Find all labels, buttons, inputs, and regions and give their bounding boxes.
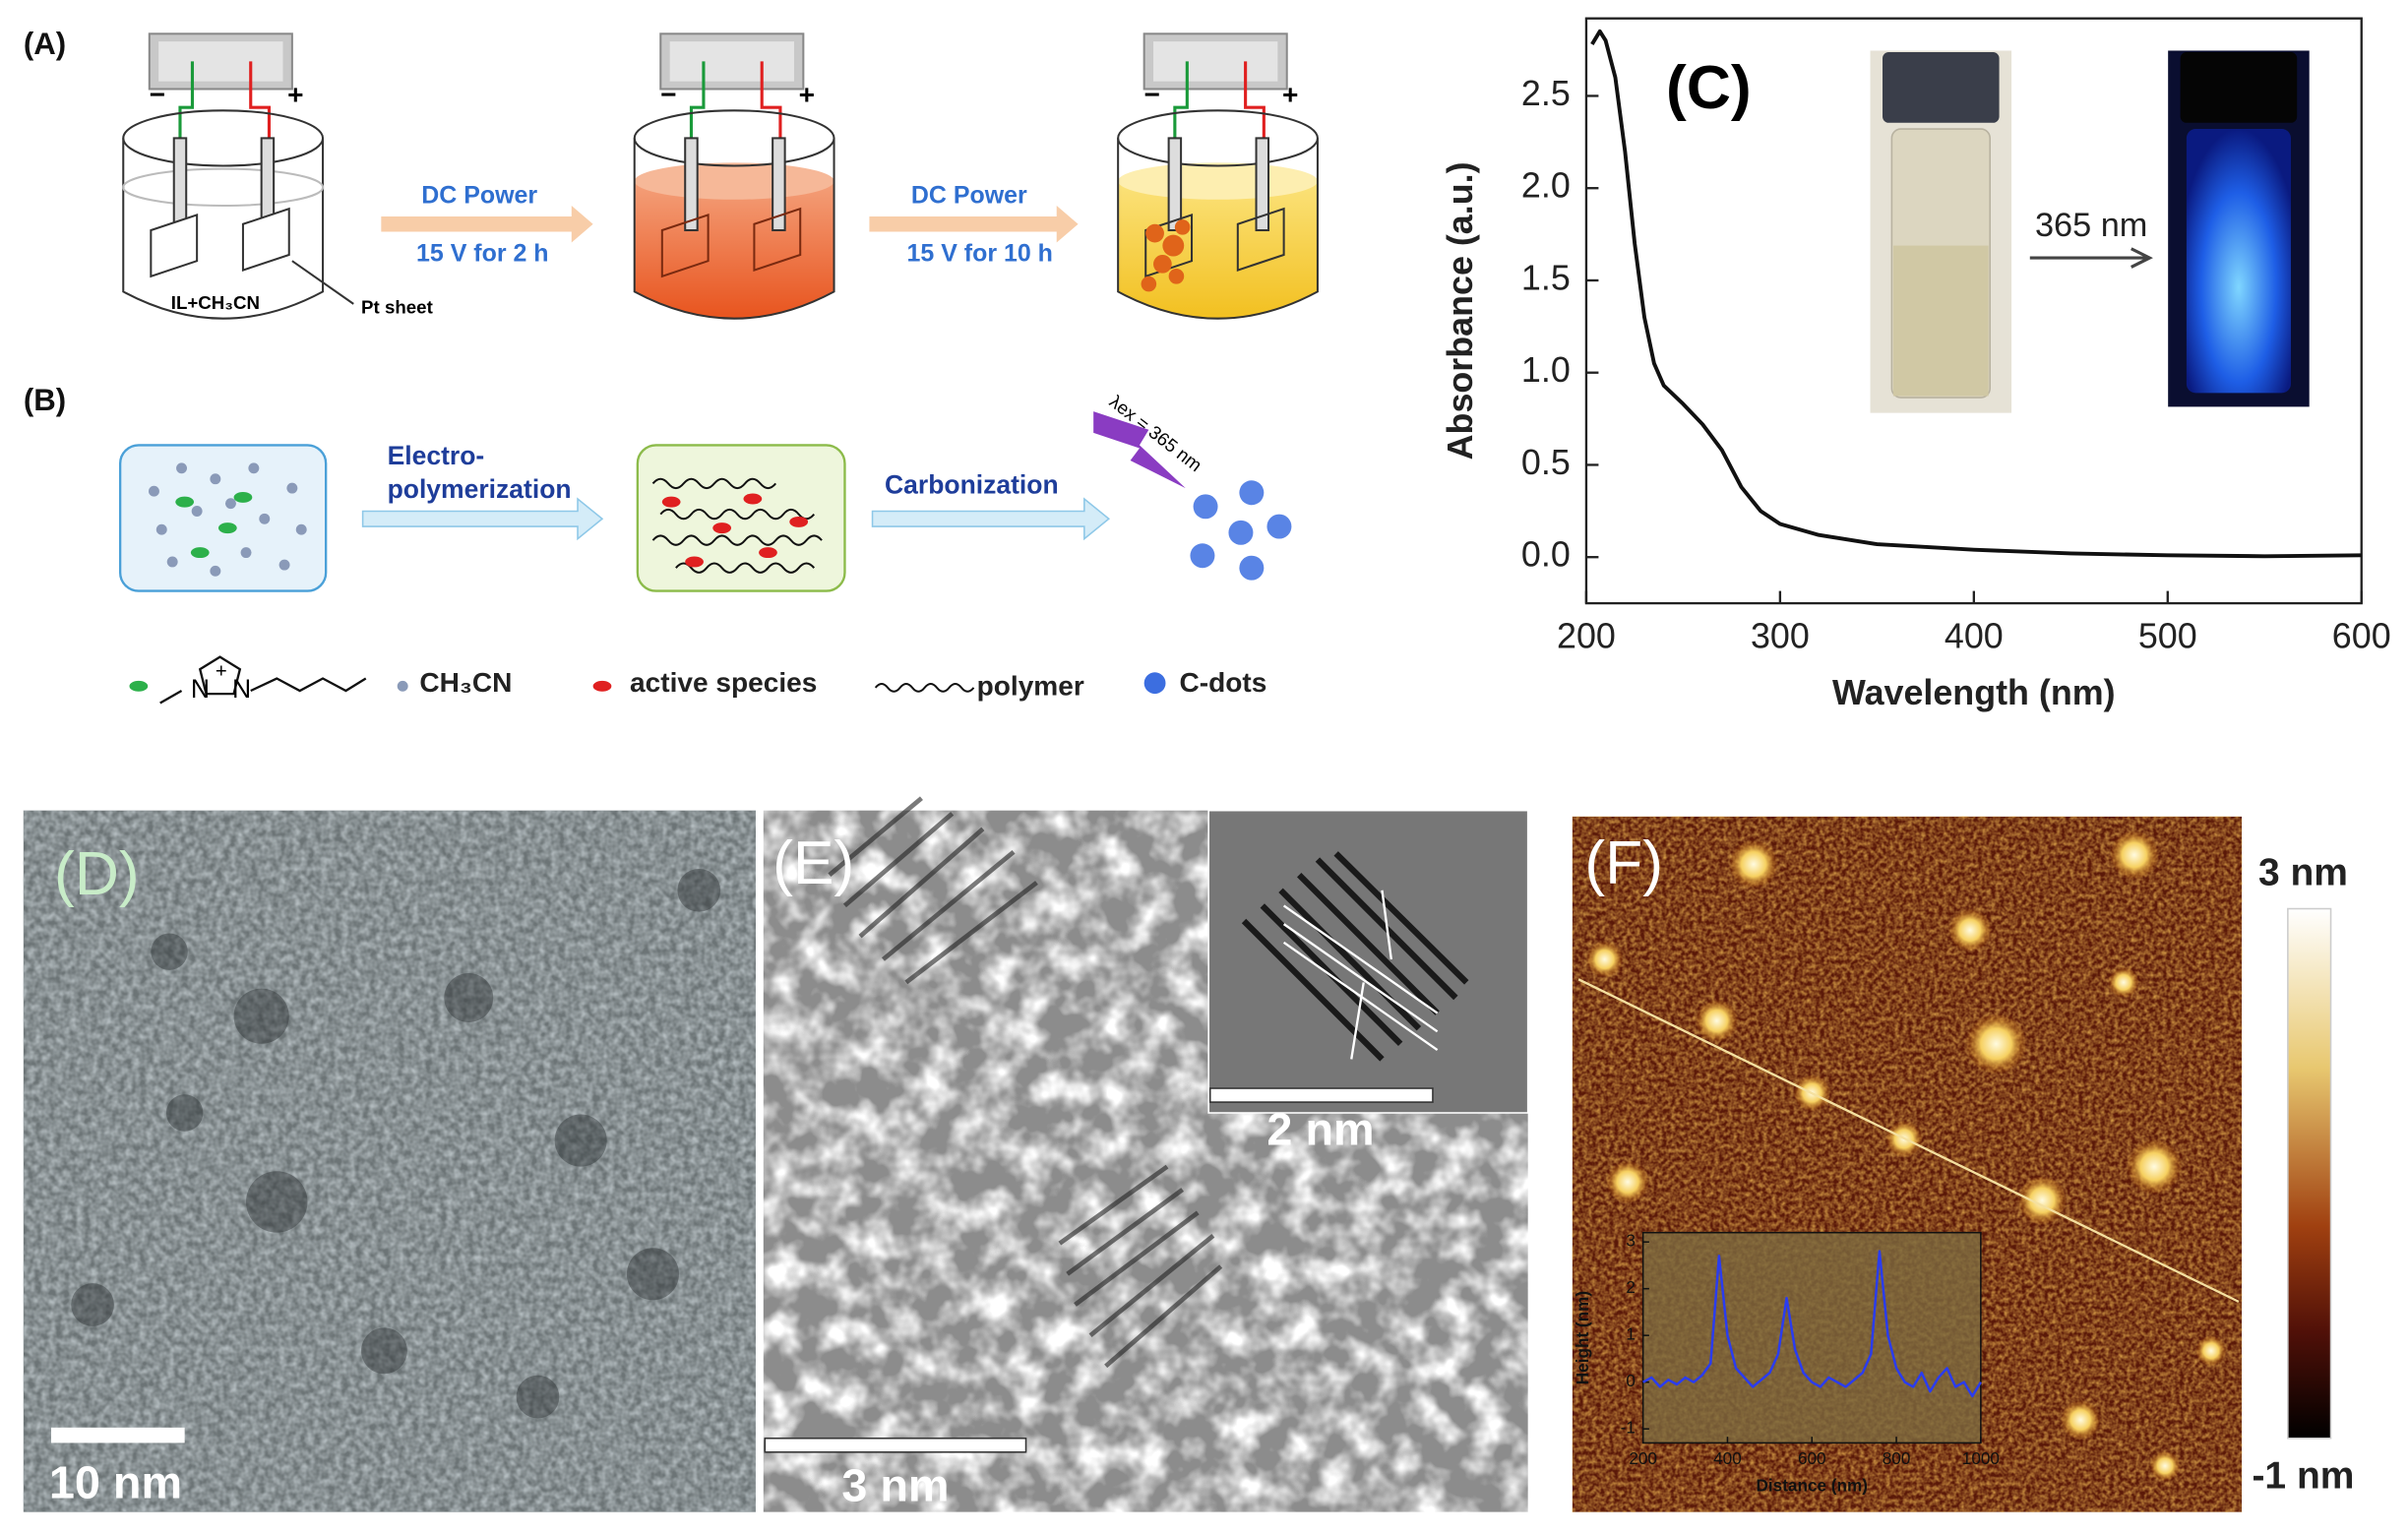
x-tick-label: 200 — [1557, 616, 1616, 655]
x-axis-label: Wavelength (nm) — [1832, 673, 2116, 712]
y-tick-label: 0.5 — [1521, 443, 1571, 482]
c-dots — [1190, 480, 1292, 581]
scale-bar-label: 3 nm — [841, 1460, 949, 1511]
polymer-chains — [651, 477, 823, 574]
minus: − — [1144, 80, 1160, 110]
scale-bar — [1208, 1087, 1434, 1103]
x-tick-label: 400 — [1945, 616, 2004, 655]
monomer-box — [118, 444, 328, 592]
colorbar — [2287, 907, 2332, 1440]
inset-fringes — [1241, 851, 1469, 1062]
arrow — [361, 497, 604, 541]
x-tick-label: 200 — [1629, 1448, 1657, 1468]
minus: − — [150, 80, 165, 110]
charge: + — [216, 661, 227, 683]
scale-bar-label: 10 nm — [49, 1456, 182, 1507]
legend-text: C-dots — [1180, 667, 1267, 698]
panel-c: (C) 365 nm 200 300 400 500 600 0.0 0.5 1.0 1.5 2.… — [1441, 17, 2391, 712]
x-tick-label: 500 — [2138, 616, 2197, 655]
y-tick-label: 3 — [1626, 1231, 1636, 1251]
electrolyte: IL+CH₃CN — [171, 292, 260, 313]
x-tick-label: 600 — [1798, 1448, 1826, 1468]
step-text: DC Power — [911, 181, 1027, 209]
panel-f: (F) 3 nm -1 nm 200 400 600 800 1000 -1 0 1 2 3 Dis… — [1572, 816, 2354, 1512]
profile-inset — [1642, 1232, 1981, 1443]
y-tick-label: 0 — [1626, 1371, 1636, 1390]
atom: N — [232, 674, 251, 704]
plus: + — [1282, 80, 1298, 110]
panel-label: (E) — [772, 829, 854, 897]
x-tick-label: 400 — [1713, 1448, 1742, 1468]
x-axis-label: Distance (nm) — [1757, 1476, 1868, 1496]
hrtem-inset — [1207, 809, 1529, 1114]
panel-a: (A) − + IL+CH₃CN Pt sheet DC Power 15 V … — [24, 27, 1319, 320]
y-tick-label: 2 — [1626, 1277, 1636, 1297]
legend: N + N CH₃CN active species polymer C-dot… — [129, 655, 1267, 705]
uv-bolt — [1093, 411, 1186, 489]
x-tick-label: 300 — [1751, 616, 1810, 655]
vial-photos — [1870, 50, 2310, 413]
cell-3 — [1117, 32, 1319, 320]
plus: + — [799, 80, 815, 110]
atom: N — [191, 674, 210, 704]
arrow — [381, 206, 593, 243]
scale-bar — [764, 1437, 1027, 1453]
legend-text: CH₃CN — [419, 667, 512, 698]
profile-line — [1577, 978, 2240, 1303]
y-tick-label: 0.0 — [1521, 535, 1571, 575]
minus: − — [660, 80, 676, 110]
x-tick-label: 800 — [1883, 1448, 1911, 1468]
x-tick-label: 1000 — [1962, 1448, 2000, 1468]
monomer-dots — [149, 462, 307, 577]
legend-text: polymer — [977, 670, 1084, 701]
panel-b: (B) Electro- polymerization Carbonizatio… — [24, 383, 1292, 705]
panel-label: (B) — [24, 383, 66, 417]
step-text: Electro- — [388, 441, 485, 470]
y-tick-label: 2.5 — [1521, 74, 1571, 113]
step-text: 15 V for 2 h — [416, 240, 549, 268]
legend-text: active species — [630, 667, 817, 698]
step-text: Carbonization — [885, 470, 1059, 500]
arrow — [871, 497, 1111, 541]
panel-d: (D) 10 nm — [23, 810, 756, 1512]
panel-label: (D) — [54, 840, 140, 908]
scale-bar-label: 2 nm — [1266, 1104, 1374, 1155]
afm-particles — [1585, 829, 2227, 1482]
panel-label: (F) — [1584, 829, 1663, 897]
step-text: DC Power — [421, 181, 537, 209]
panel-e: (E) 2 nm 3 nm — [763, 796, 1529, 1512]
y-axis-label: Absorbance (a.u.) — [1441, 161, 1480, 460]
y-tick-label: -1 — [1621, 1418, 1636, 1438]
cell-1 — [122, 32, 354, 320]
plus: + — [287, 80, 303, 110]
colorbar-min: -1 nm — [2252, 1455, 2354, 1498]
y-tick-label: 1.0 — [1521, 350, 1571, 390]
nanoparticles — [71, 868, 721, 1419]
inset-label: 365 nm — [2035, 207, 2147, 244]
data-line — [1642, 1250, 1982, 1398]
y-tick-label: 2.0 — [1521, 166, 1571, 206]
y-tick-label: 1 — [1626, 1324, 1636, 1344]
arrow — [869, 206, 1079, 243]
tem-texture — [23, 810, 756, 1512]
colorbar-max: 3 nm — [2258, 851, 2348, 893]
lattice-fringes — [828, 796, 1223, 1369]
y-tick-label: 1.5 — [1521, 258, 1571, 297]
electrode: Pt sheet — [361, 296, 433, 317]
data-line — [1590, 29, 2362, 559]
x-tick-label: 600 — [2332, 616, 2391, 655]
step-text: 15 V for 10 h — [907, 240, 1053, 268]
step-text: polymerization — [388, 474, 572, 504]
y-axis-label: Height (nm) — [1573, 1291, 1592, 1384]
cell-2 — [633, 32, 835, 320]
scale-bar — [50, 1427, 185, 1443]
panel-label: (C) — [1666, 54, 1752, 122]
panel-label: (A) — [24, 27, 66, 61]
